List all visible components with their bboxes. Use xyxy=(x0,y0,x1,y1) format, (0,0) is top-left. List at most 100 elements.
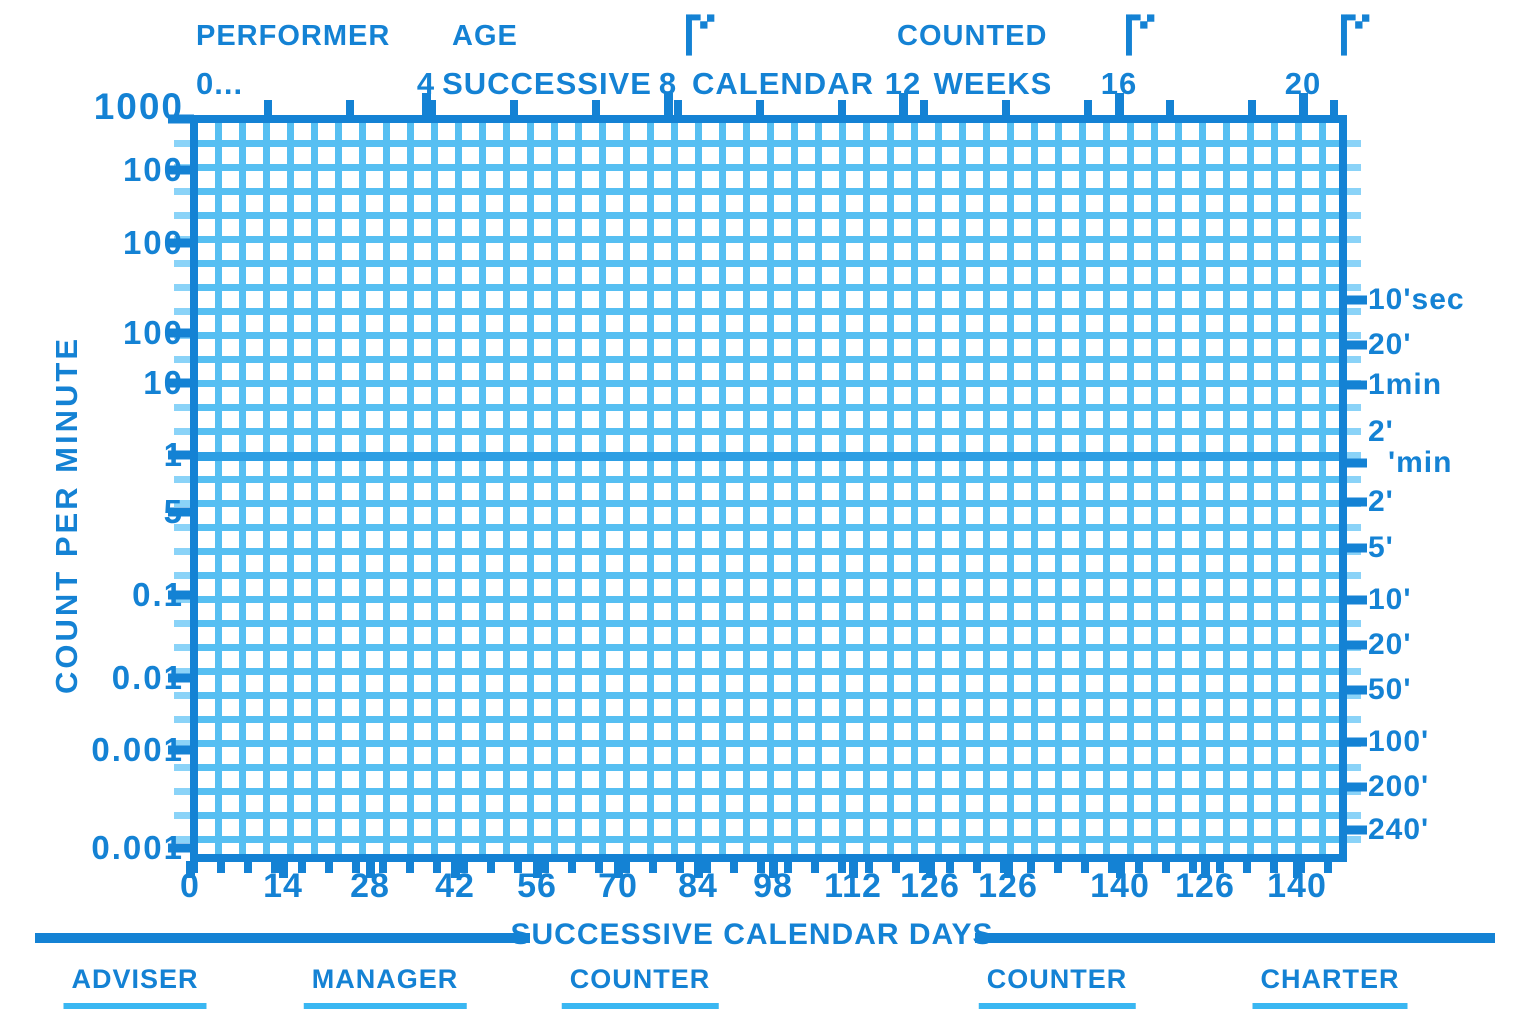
x-axis-tick-label: 84 xyxy=(678,867,718,905)
bottom-axis-major-tick xyxy=(366,861,375,878)
x-axis-tick-label: 98 xyxy=(753,867,793,905)
bottom-axis-major-tick xyxy=(926,861,935,878)
x-axis-tick-label: 14 xyxy=(263,867,303,905)
y-axis-tick xyxy=(168,328,194,338)
timing-scale-label: 2' xyxy=(1368,415,1394,448)
rate-1-gridline xyxy=(198,452,1339,461)
y-axis-tick xyxy=(168,590,194,600)
timing-scale-label: 10' xyxy=(1368,583,1412,616)
top-axis-major-tick xyxy=(422,93,431,115)
bottom-axis-major-tick xyxy=(694,861,703,878)
right-axis-tick xyxy=(1340,640,1367,650)
timing-scale-label: 240' xyxy=(1368,813,1430,846)
x-axis-tick-label: 126 xyxy=(1175,867,1235,905)
x-axis-title-rule-right xyxy=(975,933,1495,943)
x-axis-tick-label: 140 xyxy=(1267,867,1327,905)
flag-icon xyxy=(1126,14,1155,56)
x-axis-tick-label: 126 xyxy=(978,867,1038,905)
top-axis-major-tick xyxy=(1299,93,1308,115)
week-tick-label: 0... xyxy=(196,66,244,101)
footer-link-counter-2[interactable]: COUNTER xyxy=(978,964,1136,1009)
age-label: AGE xyxy=(452,20,518,52)
bottom-axis-major-tick xyxy=(769,861,778,878)
y-axis-tick-label: 0.001 xyxy=(91,829,184,866)
y-axis-tick xyxy=(168,114,194,124)
y-axis-title: COUNT PER MINUTE xyxy=(49,336,84,694)
x-axis-title-rule-left xyxy=(35,933,530,943)
top-axis-major-tick xyxy=(1115,93,1124,115)
timing-scale-label: 20' xyxy=(1368,628,1412,661)
y-axis-tick xyxy=(168,507,194,517)
timing-scale-label: 20' xyxy=(1368,328,1412,361)
footer-link-manager[interactable]: MANAGER xyxy=(303,964,467,1009)
bottom-axis-major-tick xyxy=(849,861,858,878)
bottom-axis-major-tick xyxy=(1201,861,1210,878)
left-grid-stubs xyxy=(174,123,190,854)
footer-link-counter-1[interactable]: COUNTER xyxy=(561,964,719,1009)
performer-label: PERFORMER xyxy=(196,20,391,52)
y-axis-tick xyxy=(168,165,194,175)
counted-label: COUNTED xyxy=(897,20,1048,52)
bottom-axis-major-tick xyxy=(451,861,460,878)
right-axis-tick xyxy=(1340,295,1367,305)
bottom-axis-major-tick xyxy=(279,861,288,878)
bottom-axis-major-tick xyxy=(533,861,542,878)
top-axis-ticks xyxy=(190,100,1347,115)
y-axis-tick xyxy=(168,378,194,388)
x-axis-tick-label: 70 xyxy=(598,867,638,905)
x-axis-tick-label: 56 xyxy=(517,867,557,905)
y-axis-tick xyxy=(168,745,194,755)
right-axis-tick xyxy=(1340,595,1367,605)
footer-link-charter[interactable]: CHARTER xyxy=(1252,964,1408,1009)
top-axis-word: CALENDAR xyxy=(692,66,874,101)
right-axis-tick xyxy=(1340,825,1367,835)
bottom-axis-ticks xyxy=(190,862,1347,873)
week-tick-label: 4 xyxy=(416,66,436,101)
right-axis-tick xyxy=(1340,497,1367,507)
timing-scale-label: 10'sec xyxy=(1368,283,1465,316)
top-axis-word: SUCCESSIVE xyxy=(442,66,652,101)
flag-icon xyxy=(1341,14,1370,56)
top-axis-major-tick xyxy=(664,93,673,115)
bottom-axis-major-tick xyxy=(614,861,623,878)
top-axis-word: WEEKS xyxy=(933,66,1053,101)
chart-frame xyxy=(190,115,1347,862)
flag-icon xyxy=(686,14,715,56)
x-axis-tick-label: 112 xyxy=(824,867,882,905)
y-axis-tick xyxy=(168,843,194,853)
right-grid-stubs xyxy=(1347,123,1361,854)
x-axis-tick-label: 0 xyxy=(180,867,200,905)
timing-scale-label: 200' xyxy=(1368,770,1430,803)
right-axis-tick xyxy=(1340,782,1367,792)
timing-scale-label: 1min xyxy=(1368,368,1443,401)
bottom-axis-major-tick xyxy=(1004,861,1013,878)
bottom-axis-major-tick xyxy=(186,861,195,878)
y-axis-tick-label: 1000 xyxy=(93,86,184,127)
right-axis-tick xyxy=(1340,737,1367,747)
y-axis-tick-label: 0.001 xyxy=(91,731,184,768)
footer-link-adviser[interactable]: ADVISER xyxy=(63,964,207,1009)
y-axis-tick xyxy=(168,238,194,248)
chart-grid xyxy=(198,123,1339,854)
right-axis-tick xyxy=(1340,380,1367,390)
bottom-axis-major-tick xyxy=(1116,861,1125,878)
y-axis-tick xyxy=(168,673,194,683)
top-axis-major-tick xyxy=(899,93,908,115)
week-tick-label: 8 xyxy=(658,66,678,101)
timing-scale-label: 50' xyxy=(1368,673,1412,706)
x-axis-title: SUCCESSIVE CALENDAR DAYS xyxy=(510,918,994,951)
timing-scale-label: 2' xyxy=(1368,485,1394,518)
x-axis-tick-label: 126 xyxy=(900,867,960,905)
bottom-axis-major-tick xyxy=(1293,861,1302,878)
timing-scale-label: 5' xyxy=(1368,531,1394,564)
right-axis-tick xyxy=(1340,685,1367,695)
x-axis-tick-label: 140 xyxy=(1090,867,1150,905)
right-axis-tick xyxy=(1340,458,1367,468)
y-axis-tick xyxy=(168,450,194,460)
x-axis-tick-label: 42 xyxy=(435,867,475,905)
timing-scale-label: 100' xyxy=(1368,725,1430,758)
x-axis-tick-label: 28 xyxy=(350,867,390,905)
timing-scale-label: 'min xyxy=(1388,446,1453,479)
right-axis-tick xyxy=(1340,340,1367,350)
